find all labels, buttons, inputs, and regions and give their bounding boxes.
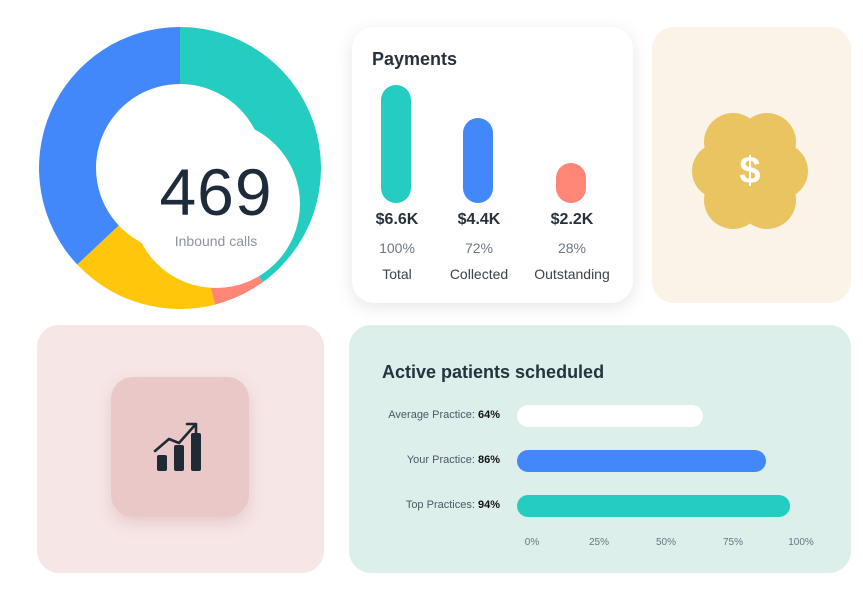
tick-100: 100% bbox=[788, 537, 814, 548]
payment-outstanding-label: Outstanding bbox=[534, 266, 610, 282]
payment-collected-label: Collected bbox=[449, 266, 509, 282]
dollar-sign: $ bbox=[739, 149, 761, 192]
donut-center: 469 Inbound calls bbox=[132, 120, 300, 288]
row-label: Your Practice: 86% bbox=[406, 454, 500, 466]
payment-collected: $4.4K 72% Collected bbox=[434, 27, 524, 303]
payments-card: Payments $6.6K 100% Total $4.4K 72% Coll… bbox=[352, 27, 633, 303]
inbound-calls-label: Inbound calls bbox=[174, 233, 258, 249]
row-label: Top Practices: 94% bbox=[405, 499, 500, 511]
payment-total-percent: 100% bbox=[379, 240, 415, 256]
payment-outstanding-percent: 28% bbox=[557, 240, 587, 256]
tick-25: 25% bbox=[588, 537, 610, 548]
row-your-practice: Your Practice: 86% bbox=[349, 450, 851, 474]
active-patients-title: Active patients scheduled bbox=[382, 362, 605, 382]
donut-segment-3 bbox=[39, 27, 180, 265]
growth-chart-icon bbox=[153, 422, 201, 471]
average-practice-bar bbox=[517, 405, 703, 427]
payment-outstanding: $2.2K 28% Outstanding bbox=[527, 27, 617, 303]
tick-0: 0% bbox=[524, 537, 540, 548]
inbound-calls-donut: 469 Inbound calls bbox=[36, 24, 324, 312]
tick-75: 75% bbox=[722, 537, 744, 548]
payment-outstanding-bar bbox=[556, 163, 586, 203]
billing-card: $ bbox=[652, 27, 851, 303]
growth-card bbox=[37, 325, 324, 573]
tick-50: 50% bbox=[655, 537, 677, 548]
payment-collected-percent: 72% bbox=[464, 240, 494, 256]
payments-title: Payments bbox=[372, 49, 458, 69]
top-practices-bar bbox=[517, 495, 790, 517]
inbound-calls-value: 469 bbox=[159, 155, 273, 229]
payment-total-label: Total bbox=[382, 266, 412, 282]
your-practice-bar bbox=[517, 450, 766, 472]
payment-outstanding-amount: $2.2K bbox=[550, 211, 594, 228]
donut-segment-2 bbox=[77, 225, 216, 309]
dollar-icon: $ bbox=[692, 113, 808, 229]
row-average-practice: Average Practice: 64% bbox=[349, 405, 851, 429]
growth-tile bbox=[111, 377, 249, 517]
row-label: Average Practice: 64% bbox=[388, 409, 500, 421]
payment-total-amount: $6.6K bbox=[375, 211, 419, 228]
active-patients-card: Active patients scheduled Average Practi… bbox=[349, 325, 851, 573]
payment-collected-amount: $4.4K bbox=[457, 211, 501, 228]
x-axis-ticks: 0% 25% 50% 75% 100% bbox=[517, 537, 814, 553]
payment-total: $6.6K 100% Total bbox=[352, 27, 442, 303]
row-top-practices: Top Practices: 94% bbox=[349, 495, 851, 519]
payment-total-bar bbox=[381, 85, 411, 203]
payment-collected-bar bbox=[463, 118, 493, 203]
